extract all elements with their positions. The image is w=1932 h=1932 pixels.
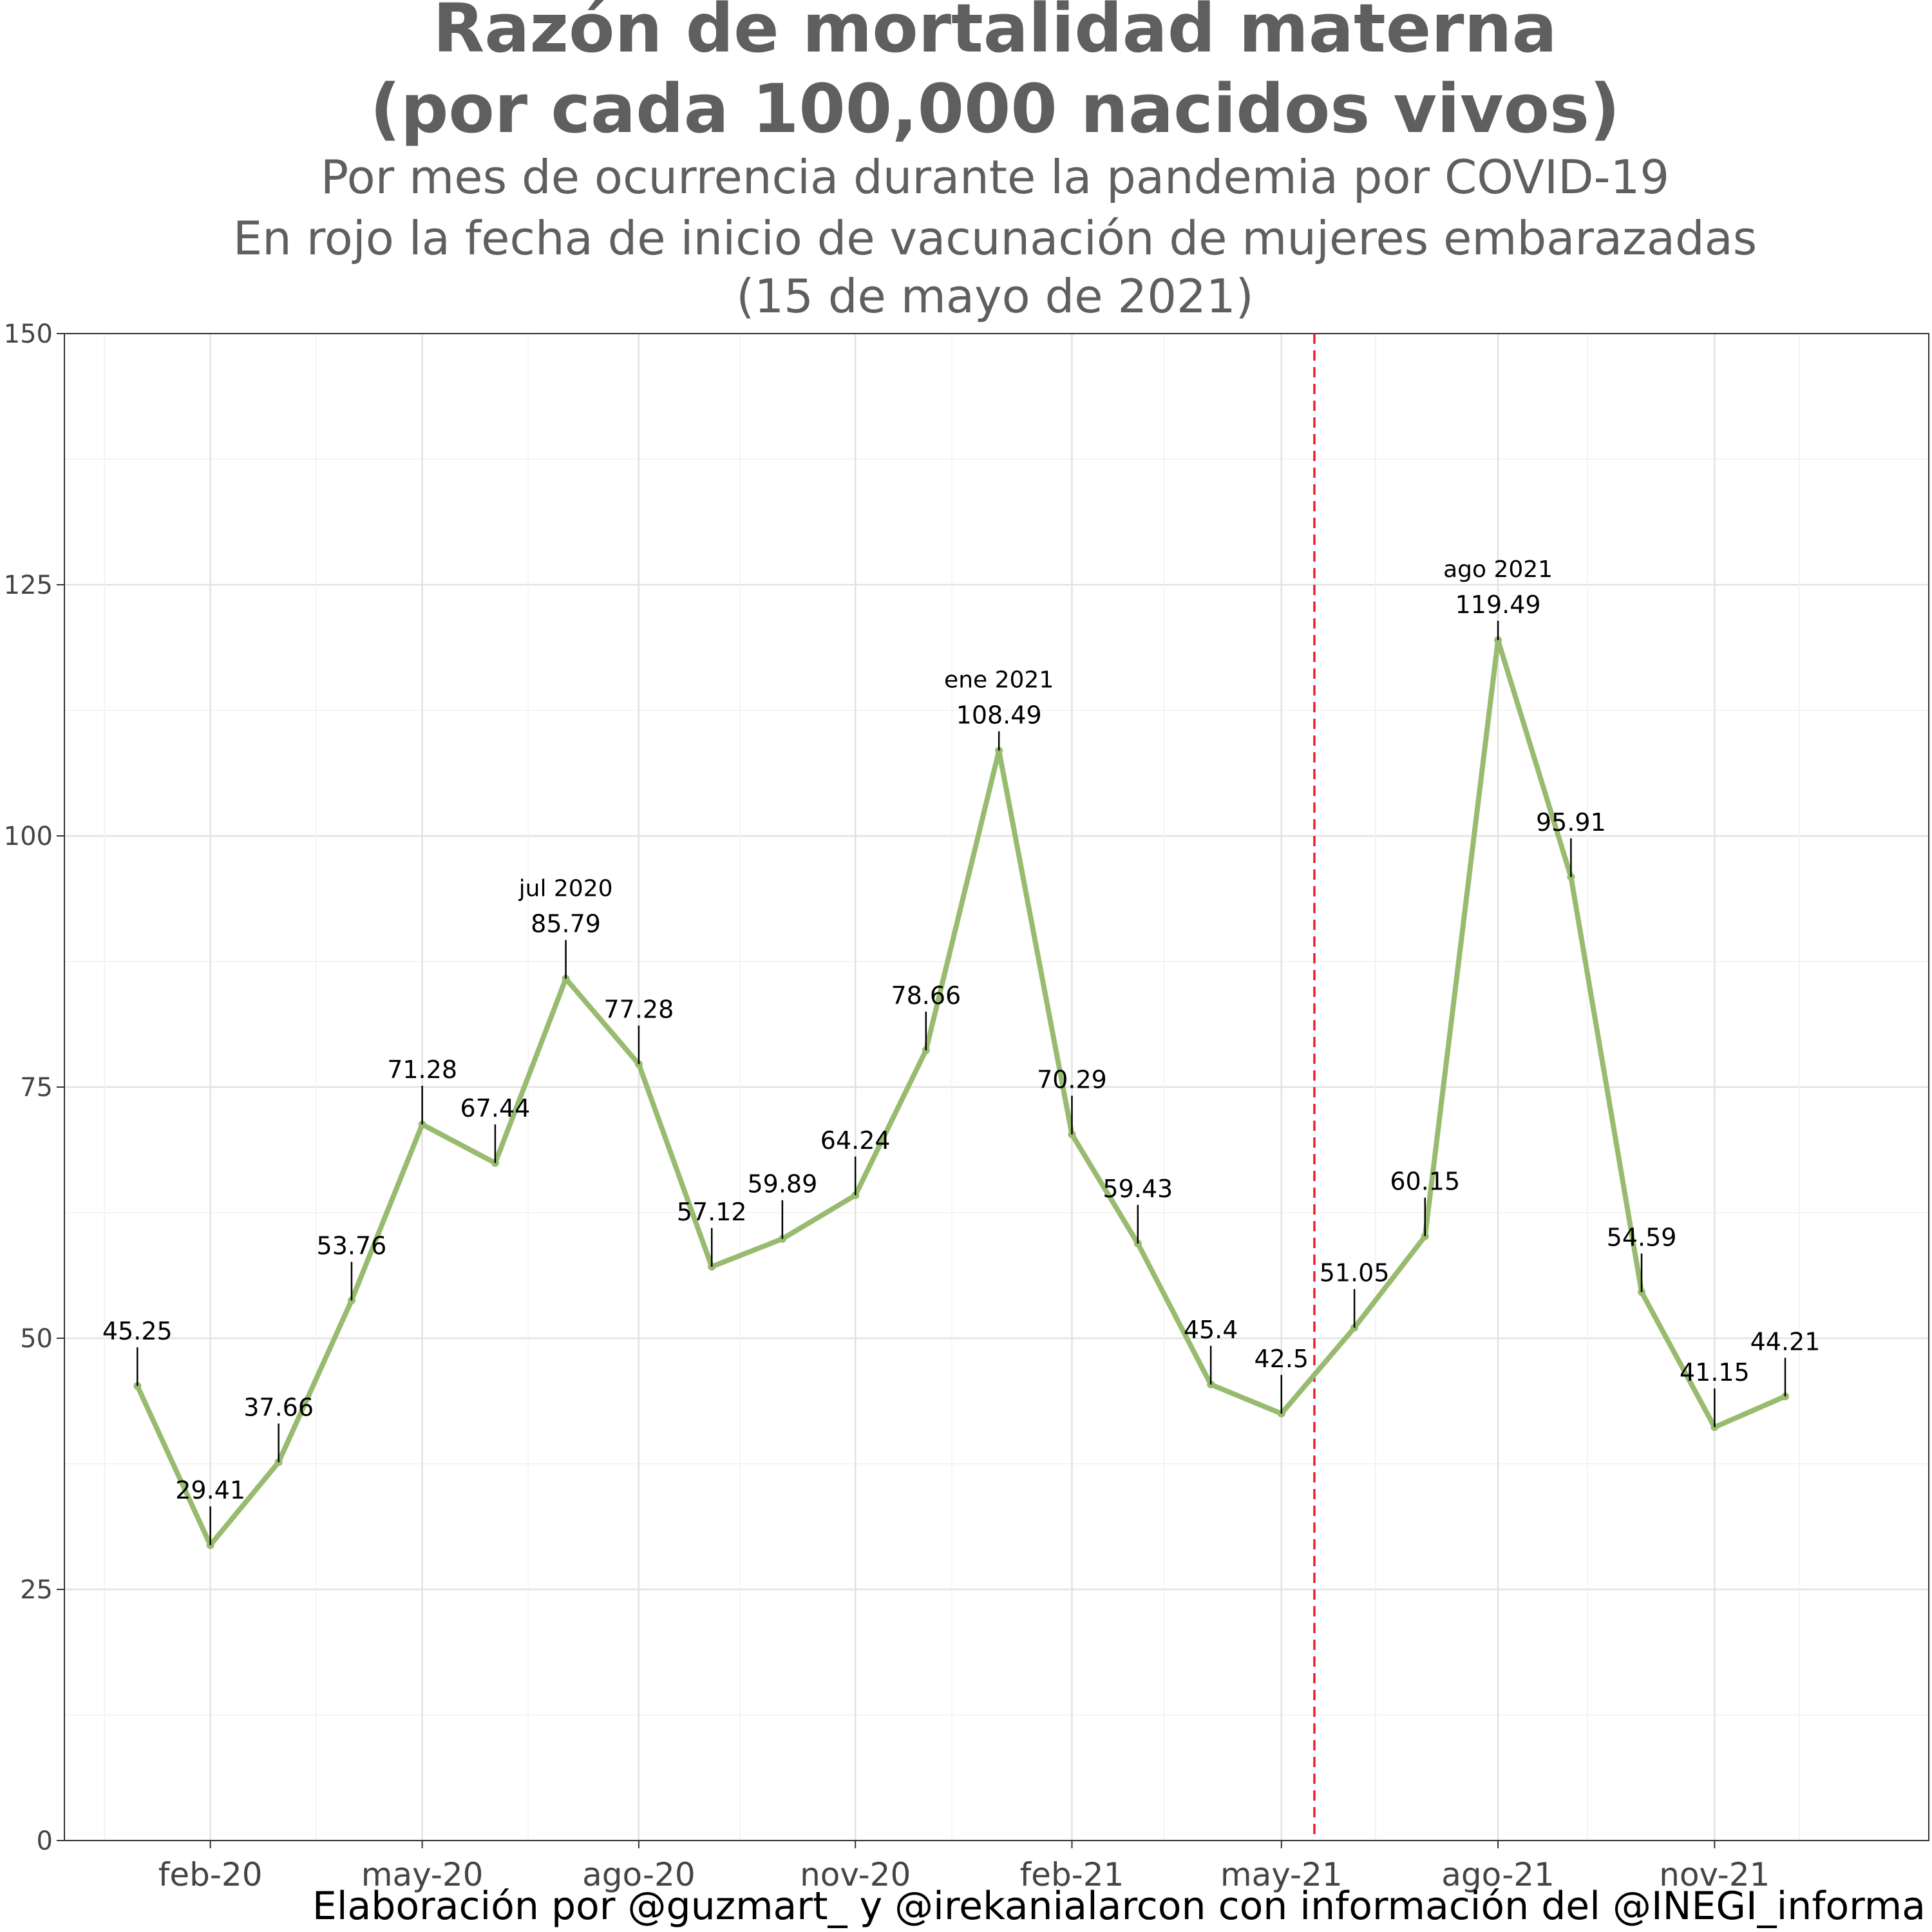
data-label: 37.66 — [243, 1394, 314, 1422]
data-label: 64.24 — [820, 1126, 891, 1155]
data-label: 70.29 — [1037, 1065, 1107, 1094]
data-label: 53.76 — [317, 1231, 387, 1260]
x-axis-tick-label: nov-21 — [1659, 1856, 1770, 1893]
series-line — [135, 638, 1788, 1548]
y-axis-tick-label: 125 — [4, 571, 53, 600]
series-group — [133, 636, 1790, 1549]
chart-subtitle-line-3: (15 de mayo de 2021) — [736, 269, 1254, 323]
chart-title-group: Razón de mortalidad materna (por cada 10… — [233, 0, 1757, 323]
axes: 0 25 50 75 100 125 150 feb-20 may-20 ago-20 nov-20… — [4, 319, 1929, 1893]
data-label: 78.66 — [891, 981, 961, 1010]
data-label: 95.91 — [1536, 808, 1606, 837]
data-label: 57.12 — [677, 1198, 747, 1226]
peak-month-label: ago 2021 — [1443, 556, 1553, 583]
data-label: 67.44 — [460, 1094, 531, 1122]
x-axis-tick-label: may-20 — [361, 1856, 484, 1893]
peak-month-label: jul 2020 — [518, 876, 613, 902]
chart-title-line-1: Razón de mortalidad materna — [433, 0, 1557, 68]
y-axis-tick-label: 75 — [20, 1073, 53, 1103]
data-label: 41.15 — [1680, 1358, 1750, 1387]
y-axis-tick-label: 0 — [37, 1826, 53, 1856]
data-label: 51.05 — [1320, 1259, 1390, 1287]
chart-title-line-2: (por cada 100,000 nacidos vivos) — [370, 70, 1620, 148]
data-label: 85.79 — [531, 910, 601, 938]
x-axis-tick-label: feb-21 — [1020, 1856, 1124, 1893]
chart-caption: Elaboración por @guzmart_ y @irekanialar… — [312, 1884, 1926, 1929]
chart-subtitle-line-2: En rojo la fecha de inicio de vacunación… — [233, 211, 1757, 265]
data-label: 71.28 — [387, 1056, 457, 1084]
x-axis-tick-label: may-21 — [1220, 1856, 1343, 1893]
data-label: 108.49 — [956, 701, 1042, 730]
data-label: 77.28 — [603, 995, 674, 1023]
data-label: 45.25 — [102, 1317, 173, 1345]
data-label: 42.5 — [1254, 1345, 1309, 1373]
x-axis-tick-label: feb-20 — [158, 1856, 263, 1893]
data-label: 60.15 — [1390, 1168, 1460, 1196]
y-axis-tick-label: 50 — [20, 1324, 53, 1354]
data-label: 54.59 — [1607, 1223, 1677, 1251]
y-axis-tick-label: 25 — [20, 1575, 53, 1605]
grid — [64, 332, 1929, 1842]
peak-month-label: ene 2021 — [944, 667, 1054, 694]
data-label: 45.4 — [1184, 1316, 1238, 1344]
data-label: 29.41 — [175, 1476, 245, 1504]
y-axis-tick-label: 150 — [4, 319, 53, 349]
y-axis-tick-label: 100 — [4, 822, 53, 851]
data-label: 59.89 — [747, 1170, 817, 1198]
x-axis-tick-label: ago-21 — [1441, 1856, 1555, 1893]
data-label: 59.43 — [1103, 1175, 1173, 1203]
x-axis-tick-label: nov-20 — [800, 1856, 911, 1893]
chart-subtitle-line-1: Por mes de ocurrencia durante la pandemi… — [321, 150, 1669, 204]
x-axis-tick-label: ago-20 — [582, 1856, 696, 1893]
data-label: 119.49 — [1455, 591, 1541, 619]
data-label: 44.21 — [1750, 1327, 1821, 1356]
